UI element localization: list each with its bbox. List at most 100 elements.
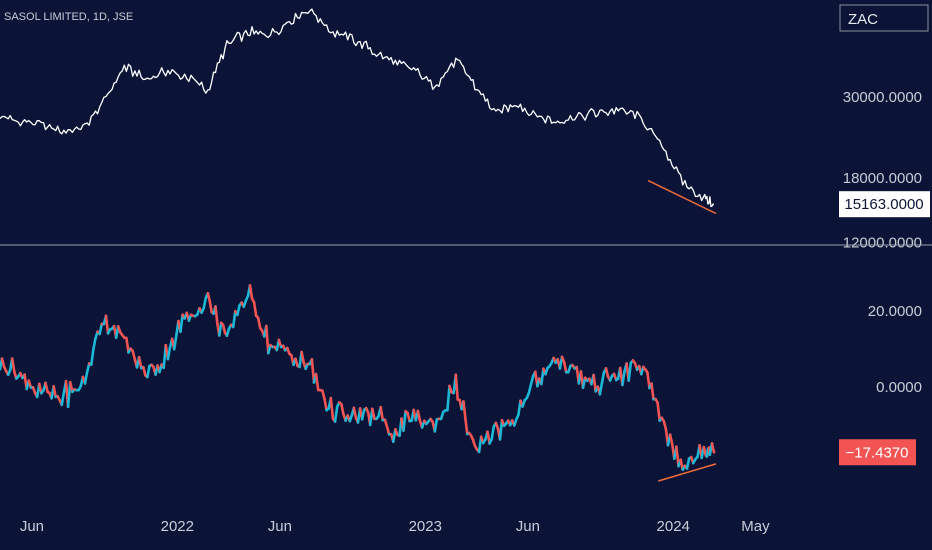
oscillator-segment xyxy=(562,360,568,374)
oscillator-segment xyxy=(402,409,407,432)
oscillator-segment xyxy=(214,305,219,326)
oscillator-segment xyxy=(10,357,16,373)
time-axis-label: Jun xyxy=(20,518,44,535)
oscillator-last-value-badge: −17.4370 xyxy=(839,439,916,466)
osc-tick-label: 0.0000 xyxy=(876,379,922,396)
oscillator-segment xyxy=(321,389,326,401)
price-trendline xyxy=(647,179,717,215)
time-axis-label: Jun xyxy=(516,518,540,535)
oscillator-segment xyxy=(146,364,151,379)
oscillator-segment xyxy=(406,411,411,423)
oscillator-segment xyxy=(92,336,97,351)
price-line xyxy=(0,8,714,208)
oscillator-segment xyxy=(0,357,6,369)
oscillator-segment xyxy=(166,346,172,361)
oscillator-segment xyxy=(208,300,213,314)
oscillator-segment xyxy=(231,309,237,329)
oscillator-segment xyxy=(314,372,320,392)
oscillator-segment xyxy=(98,322,104,336)
price-panel[interactable]: SASOL LIMITED, 1D, JSE ZAC 30000.0000 180… xyxy=(0,4,930,251)
oscillator-segment xyxy=(498,418,504,441)
oscillator-segment xyxy=(333,405,339,423)
oscillator-segment xyxy=(218,321,223,337)
price-last-value-badge: 15163.0000 xyxy=(839,191,930,218)
price-trendline-segment xyxy=(647,179,717,215)
oscillator-segment xyxy=(621,370,626,387)
price-badge-label: 15163.0000 xyxy=(844,196,923,213)
oscillator-segment xyxy=(179,313,184,334)
oscillator-segment xyxy=(142,365,147,377)
price-y-axis: 30000.0000 18000.0000 12000.0000 xyxy=(843,89,922,251)
oscillator-trendline-segment xyxy=(658,463,717,482)
oscillator-segment xyxy=(433,418,439,433)
time-axis-label: 2022 xyxy=(161,518,194,535)
symbol-title: SASOL LIMITED, 1D, JSE xyxy=(4,11,133,23)
oscillator-segment xyxy=(662,419,668,431)
oscillator-trendline xyxy=(658,463,717,482)
oscillator-segment xyxy=(340,402,345,416)
oscillator-segment xyxy=(446,384,451,412)
oscillator-segment xyxy=(656,401,662,423)
oscillator-segment xyxy=(464,417,469,436)
oscillator-segment xyxy=(627,361,633,382)
oscillator-segment xyxy=(329,396,335,421)
oscillator-segment xyxy=(370,407,376,421)
oscillator-segment xyxy=(85,362,91,374)
oscillator-segment xyxy=(68,380,74,394)
oscillator-segment xyxy=(90,347,95,367)
oscillator-segment xyxy=(137,355,143,370)
price-tick-label: 18000.0000 xyxy=(843,170,922,187)
oscillator-segment xyxy=(202,296,208,310)
oscillator-segment xyxy=(44,381,49,394)
oscillator-segment xyxy=(206,291,212,303)
oscillator-segment xyxy=(646,371,651,390)
osc-tick-label: 20.0000 xyxy=(868,303,922,320)
oscillator-segment xyxy=(300,350,306,364)
oscillator-segment xyxy=(60,391,66,407)
time-axis-label: May xyxy=(741,518,770,535)
oscillator-segment xyxy=(675,445,680,468)
oscillator-badge-label: −17.4370 xyxy=(846,444,909,461)
oscillator-segment xyxy=(592,373,598,393)
time-axis[interactable]: Jun 2022 Jun 2023 Jun 2024 May xyxy=(20,518,770,535)
oscillator-segment xyxy=(385,425,391,436)
oscillator-segment xyxy=(264,324,270,355)
oscillator-segment xyxy=(527,382,533,395)
price-tick-label: 12000.0000 xyxy=(843,234,922,251)
oscillator-segment xyxy=(650,382,655,401)
time-axis-label: 2024 xyxy=(657,518,690,535)
oscillator-segment xyxy=(685,457,691,470)
oscillator-panel[interactable]: 20.0000 0.0000 −17.4370 xyxy=(0,284,922,482)
oscillator-segment xyxy=(668,433,674,446)
currency-button[interactable]: ZAC xyxy=(839,4,929,32)
oscillator-segment xyxy=(454,373,460,401)
oscillator-segment xyxy=(360,408,366,421)
oscillator-badge-box xyxy=(839,439,916,466)
oscillator-segment xyxy=(221,323,227,335)
oscillator-segment xyxy=(236,304,241,317)
oscillator-segment xyxy=(52,384,58,399)
oscillator-segment xyxy=(248,284,254,300)
oscillator-segment xyxy=(125,336,130,354)
price-badge-box xyxy=(839,191,930,218)
oscillator-segment xyxy=(462,400,467,421)
currency-label: ZAC xyxy=(848,11,878,28)
time-axis-label: 2023 xyxy=(409,518,442,535)
oscillator-segment xyxy=(379,405,385,422)
oscillator-segment xyxy=(256,316,262,330)
oscillator-segment xyxy=(604,366,610,378)
oscillator-segment xyxy=(104,314,110,335)
oscillator-segment xyxy=(323,397,328,412)
price-series xyxy=(0,8,714,208)
oscillator-y-axis: 20.0000 0.0000 xyxy=(868,303,922,396)
oscillator-segment xyxy=(490,425,496,441)
oscillator-segment xyxy=(83,371,89,385)
oscillator-segment xyxy=(352,406,358,420)
oscillator-segment xyxy=(711,447,716,454)
oscillator-segment xyxy=(131,349,137,361)
oscillator-segment xyxy=(600,371,606,385)
oscillator-segment xyxy=(598,381,604,396)
oscillator-segment xyxy=(416,409,422,423)
